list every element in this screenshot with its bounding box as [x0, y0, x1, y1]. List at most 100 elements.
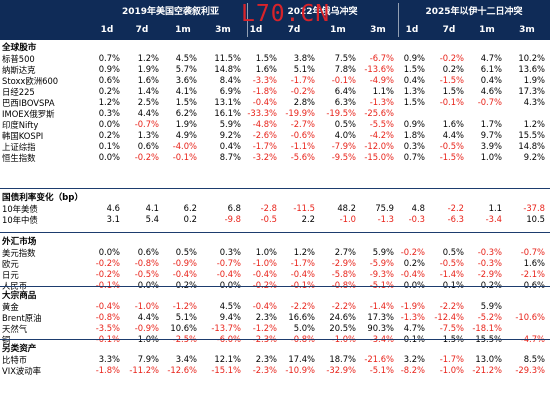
table-cell: 1.1	[488, 203, 502, 213]
table-cell: 6.1%	[480, 64, 502, 75]
header-column-7d: 7d	[442, 25, 456, 35]
table-cell: 6.4%	[334, 86, 356, 97]
table-cell: -1.1%	[290, 141, 315, 152]
table-cell: 3.8%	[293, 53, 315, 63]
table-cell: -21.2%	[472, 365, 502, 376]
table-cell: 0.2%	[151, 280, 197, 290]
table-cell: 9.4%	[219, 312, 241, 323]
table-cell: 6.2	[183, 203, 197, 213]
table-cell: -0.2%	[439, 53, 464, 63]
table-cell: 4.1%	[175, 86, 197, 97]
row-label: 10年中债	[2, 215, 38, 226]
table-cell: -0.1%	[269, 280, 315, 290]
table-cell: 3.3%	[98, 354, 120, 364]
table-cell: 4.4%	[137, 312, 159, 323]
table-cell: 0.7%	[98, 53, 120, 63]
table-cell: 0.0%	[98, 152, 120, 163]
row-label: 巴西IBOVSPA	[2, 98, 55, 109]
table-cell: -0.9%	[172, 258, 197, 269]
row-label: 10年美债	[2, 204, 38, 214]
table-cell: -12.6%	[167, 365, 197, 376]
table-cell: -5.6%	[290, 152, 315, 163]
row-label: 上证综指	[2, 142, 36, 153]
table-cell: -19.5%	[326, 108, 356, 119]
table-cell: -1.7%	[252, 141, 277, 152]
table-cell: -2.7%	[290, 119, 315, 130]
table-cell: -12.0%	[364, 141, 394, 152]
table-cell: -0.3	[408, 214, 425, 225]
table-cell: 24.6%	[329, 312, 356, 323]
table-cell: 5.1%	[175, 312, 197, 323]
table-cell: -0.7%	[134, 119, 159, 130]
table-cell: -2.2%	[290, 301, 315, 311]
table-cell: -9.3%	[369, 269, 394, 280]
table-cell: -5.1%	[369, 365, 394, 376]
table-cell: 4.0%	[334, 130, 356, 141]
table-cell: 0.0%	[113, 280, 159, 290]
header-column-7d: 7d	[135, 25, 149, 35]
table-cell: -13.6%	[364, 64, 394, 75]
header-column-1m: 1m	[330, 25, 346, 35]
table-cell: -0.2%	[134, 152, 159, 163]
row-label: 比特币	[2, 355, 28, 365]
header-group-1: 2019年美国空袭叙利亚	[94, 0, 247, 40]
table-cell: -4.9%	[369, 75, 394, 86]
table-cell: -1.4%	[369, 301, 394, 311]
table-cell: -18.1%	[472, 323, 502, 334]
header-column-1d: 1d	[405, 25, 419, 35]
table-cell: -0.2%	[400, 247, 425, 257]
table-cell: -1.3	[377, 214, 394, 225]
table-cell: 9.2%	[219, 130, 241, 141]
table-cell: 0.2%	[98, 86, 120, 97]
row-label: VIX波动率	[2, 366, 42, 377]
table-header: 2019年美国空袭叙利亚 1d 7d 1m 3m 2022年俄乌冲突 1d 7d 1m 3m 202…	[0, 0, 550, 40]
table-cell: -0.6%	[290, 130, 315, 141]
table-cell: -0.4%	[290, 269, 315, 280]
table-cell: -5.2%	[477, 312, 502, 323]
table-cell: 5.7%	[175, 64, 197, 75]
table-cell: 0.1%	[418, 280, 464, 290]
table-cell: -10.9%	[285, 365, 315, 376]
table-cell: 0.4%	[403, 75, 425, 86]
table-cell: 14.8%	[518, 141, 545, 152]
table-cell: -9.5%	[331, 152, 356, 163]
header-column-3m: 3m	[519, 25, 535, 35]
table-cell: 90.3%	[367, 323, 394, 334]
table-cell: -5.9%	[369, 258, 394, 269]
table-cell: 3.1	[106, 214, 120, 225]
table-cell: 0.9%	[403, 53, 425, 63]
table-cell: 2.8%	[293, 97, 315, 108]
table-cell: 2.3%	[255, 354, 277, 364]
table-cell: -1.2%	[252, 323, 277, 334]
table-cell: 4.1	[145, 203, 159, 213]
header-column-7d: 7d	[287, 25, 301, 35]
table-cell: -0.2%	[290, 86, 315, 97]
table-cell: -0.4%	[400, 269, 425, 280]
table-cell: 4.7%	[403, 323, 425, 334]
table-cell: 6.2%	[175, 108, 197, 119]
table-cell: -0.1%	[331, 75, 356, 86]
table-cell: 1.4%	[137, 86, 159, 97]
table-cell: -3.3%	[252, 75, 277, 86]
table-cell: -21.6%	[364, 354, 394, 364]
table-cell: -0.1%	[172, 152, 197, 163]
table-cell: -19.9%	[285, 108, 315, 119]
table-cell: 1.9%	[523, 75, 545, 86]
table-cell: 1.6%	[137, 75, 159, 86]
table-cell: -0.8%	[95, 312, 120, 323]
table-cell: 1.5%	[403, 97, 425, 108]
row-label: 纳斯达克	[2, 65, 36, 76]
row-label: 美元指数	[2, 248, 36, 258]
table-cell: 2.7%	[334, 247, 356, 257]
table-cell: -3.5%	[95, 323, 120, 334]
table-cell: 0.1%	[98, 141, 120, 152]
table-cell: 13.0%	[475, 354, 502, 364]
table-cell: 1.2%	[293, 247, 315, 257]
table-cell: -4.0%	[172, 141, 197, 152]
header-column-1m: 1m	[479, 25, 495, 35]
table-cell: 9.7%	[480, 130, 502, 141]
table-cell: 0.5%	[334, 119, 356, 130]
table-cell: -11.2%	[129, 365, 159, 376]
table-cell: 16.6%	[288, 312, 315, 323]
watermark: L70.CN	[241, 1, 331, 27]
